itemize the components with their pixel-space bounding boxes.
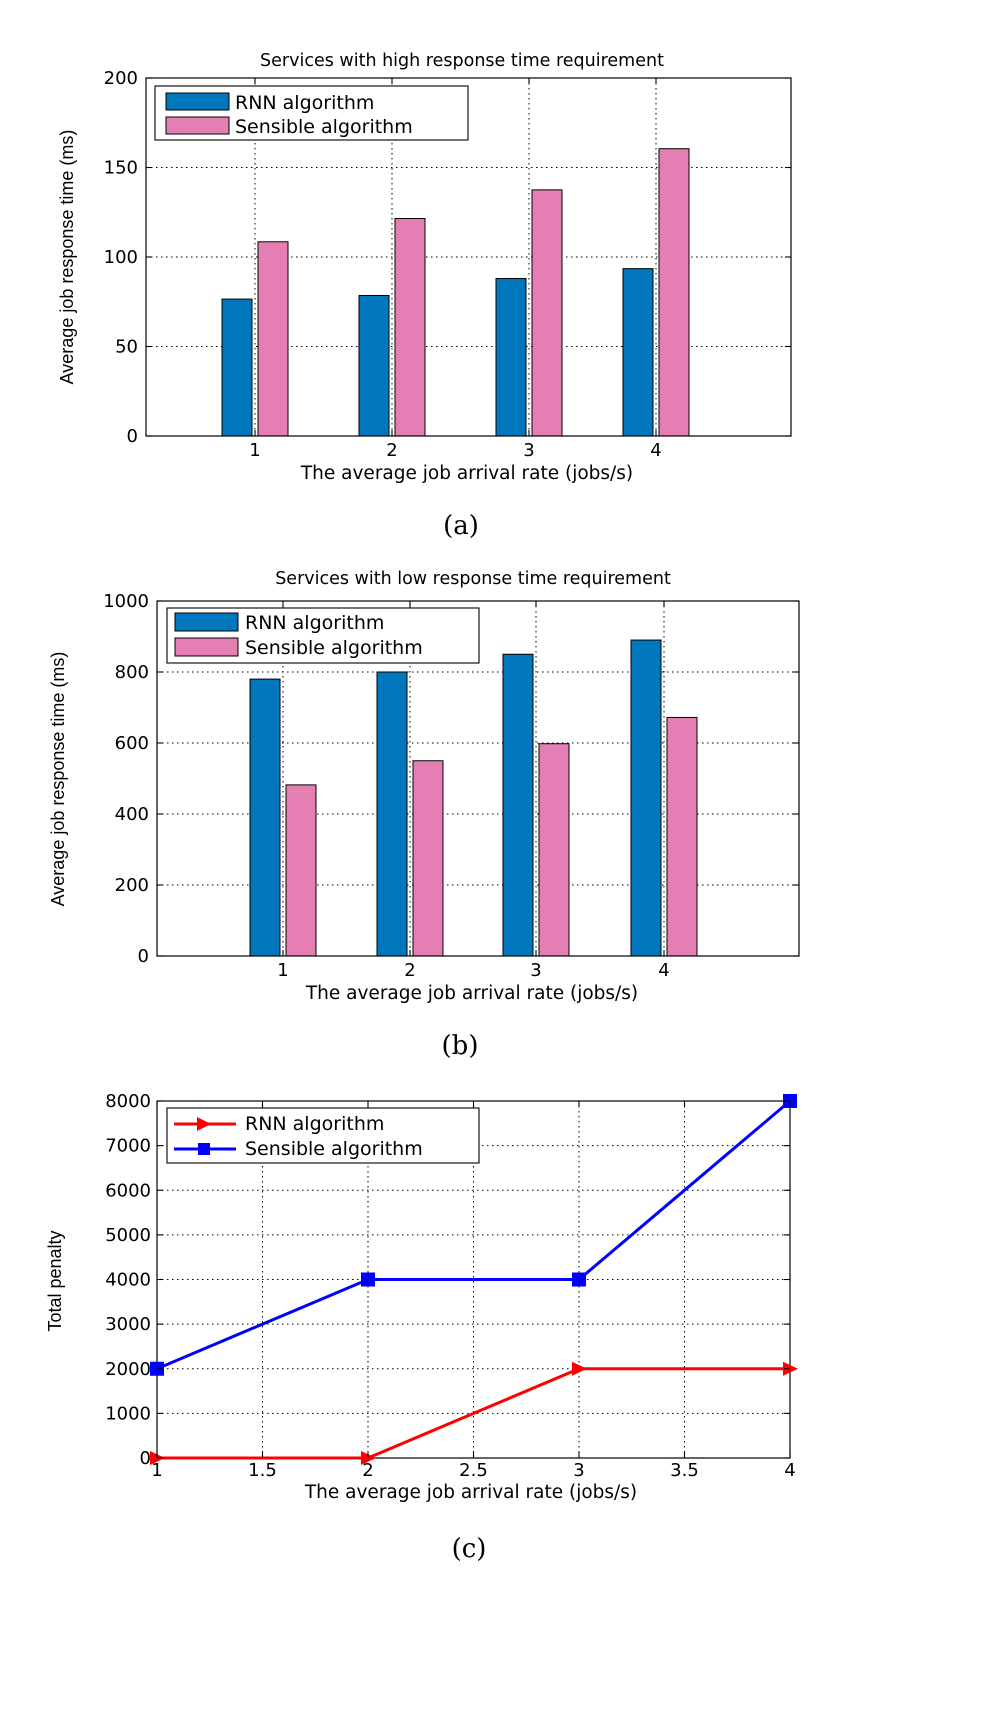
bar-sensible — [412, 760, 444, 957]
y-tick-label: 1000 — [103, 591, 149, 612]
chart-a: Services with high response time require… — [57, 51, 792, 541]
bar-rnn — [622, 268, 654, 437]
x-tick-label: 1 — [249, 440, 260, 461]
chart-c-xlabel: The average job arrival rate (jobs/s) — [304, 1482, 637, 1503]
x-tick-label: 1 — [151, 1460, 162, 1481]
caption-b: (b) — [442, 1031, 479, 1061]
bar-rnn — [630, 639, 662, 957]
legend-label-rnn: RNN algorithm — [235, 92, 374, 114]
y-tick-label: 7000 — [105, 1136, 151, 1157]
y-tick-label: 0 — [138, 946, 149, 967]
y-tick-label: 800 — [115, 662, 149, 683]
y-tick-label: 6000 — [105, 1180, 151, 1201]
caption-a: (a) — [443, 511, 479, 541]
bar-sensible — [285, 784, 317, 957]
legend-label-sensible: Sensible algorithm — [235, 116, 413, 138]
bar-sensible — [666, 716, 698, 957]
x-tick-label: 3.5 — [670, 1460, 699, 1481]
chart-a-ylabel: Average job response time (ms) — [57, 130, 77, 385]
x-tick-label: 2 — [404, 960, 415, 981]
y-tick-label: 200 — [115, 875, 149, 896]
chart-c-legend: RNN algorithm Sensible algorithm — [166, 1107, 480, 1164]
x-tick-label: 3 — [573, 1460, 584, 1481]
chart-a-legend: RNN algorithm Sensible algorithm — [154, 85, 469, 141]
caption-c: (c) — [452, 1534, 487, 1564]
legend-label-sensible: Sensible algorithm — [245, 1138, 423, 1160]
chart-b-xlabel: The average job arrival rate (jobs/s) — [305, 983, 638, 1004]
y-tick-label: 600 — [115, 733, 149, 754]
bar-rnn — [495, 277, 527, 437]
legend-label-rnn: RNN algorithm — [245, 612, 384, 634]
bar-rnn — [249, 678, 281, 957]
chart-c: 0 1000 2000 3000 4000 5000 6000 7000 8000 1 1.5 2 2.… — [45, 1091, 798, 1564]
legend-marker-rnn — [197, 1117, 211, 1131]
point-rnn — [783, 1361, 798, 1376]
chart-b: Services with low response time requirem… — [48, 569, 800, 1061]
legend-label-rnn: RNN algorithm — [245, 1113, 384, 1135]
line-sensible — [156, 1099, 791, 1371]
legend-marker-sensible — [198, 1143, 210, 1155]
x-tick-label: 4 — [784, 1460, 795, 1481]
bar-rnn — [358, 294, 390, 437]
y-tick-label: 100 — [104, 247, 138, 268]
chart-a-xlabel: The average job arrival rate (jobs/s) — [300, 463, 633, 484]
y-tick-label: 0 — [140, 1448, 151, 1469]
bar-rnn — [221, 298, 253, 437]
legend-label-sensible: Sensible algorithm — [245, 637, 423, 659]
y-tick-label: 5000 — [105, 1225, 151, 1246]
bar-rnn — [376, 671, 408, 957]
y-tick-label: 3000 — [105, 1314, 151, 1335]
legend-swatch-rnn — [174, 612, 239, 632]
bar-sensible — [394, 218, 426, 437]
point-rnn — [572, 1361, 587, 1376]
bar-rnn — [502, 653, 534, 957]
y-tick-label: 8000 — [105, 1091, 151, 1112]
x-tick-label: 1 — [277, 960, 288, 981]
x-tick-label: 3 — [523, 440, 534, 461]
bar-sensible — [531, 189, 563, 437]
x-tick-label: 4 — [658, 960, 669, 981]
x-tick-label: 1.5 — [248, 1460, 277, 1481]
chart-b-legend: RNN algorithm Sensible algorithm — [166, 607, 480, 664]
y-tick-label: 0 — [127, 426, 138, 447]
bar-sensible — [658, 148, 690, 437]
y-tick-label: 150 — [104, 158, 138, 179]
y-tick-label: 4000 — [105, 1270, 151, 1291]
y-tick-label: 200 — [104, 68, 138, 89]
legend-swatch-sensible — [174, 637, 239, 657]
x-tick-label: 3 — [530, 960, 541, 981]
y-tick-label: 2000 — [105, 1359, 151, 1380]
x-tick-label: 2 — [362, 1460, 373, 1481]
bar-sensible — [538, 743, 570, 957]
y-tick-label: 1000 — [105, 1403, 151, 1424]
legend-swatch-sensible — [165, 116, 230, 135]
point-sensible — [361, 1272, 375, 1287]
y-tick-label: 400 — [115, 804, 149, 825]
x-tick-label: 2 — [386, 440, 397, 461]
chart-b-title: Services with low response time requirem… — [275, 569, 671, 589]
bar-sensible — [257, 241, 289, 437]
chart-c-ylabel: Total penalty — [45, 1230, 65, 1331]
legend-swatch-rnn — [165, 92, 230, 111]
chart-b-axes — [156, 600, 800, 957]
x-tick-label: 4 — [650, 440, 661, 461]
y-tick-label: 50 — [115, 337, 138, 358]
point-sensible — [572, 1272, 586, 1287]
chart-a-title: Services with high response time require… — [260, 51, 664, 71]
chart-b-ylabel: Average job response time (ms) — [48, 652, 68, 907]
x-tick-label: 2.5 — [459, 1460, 488, 1481]
